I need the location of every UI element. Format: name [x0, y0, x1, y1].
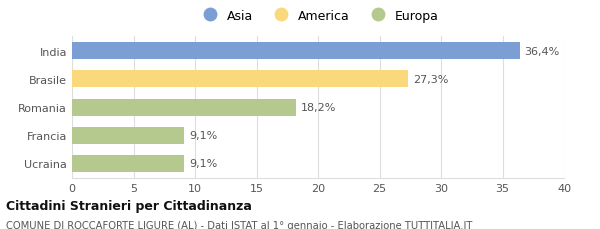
Text: 9,1%: 9,1%	[189, 159, 217, 169]
Bar	[72, 155, 184, 172]
Legend: Asia, America, Europa: Asia, America, Europa	[192, 5, 444, 27]
Bar	[72, 127, 184, 144]
Text: 9,1%: 9,1%	[189, 131, 217, 141]
Bar	[72, 43, 520, 60]
Text: COMUNE DI ROCCAFORTE LIGURE (AL) - Dati ISTAT al 1° gennaio - Elaborazione TUTTI: COMUNE DI ROCCAFORTE LIGURE (AL) - Dati …	[6, 220, 472, 229]
Text: Cittadini Stranieri per Cittadinanza: Cittadini Stranieri per Cittadinanza	[6, 199, 252, 212]
Text: 18,2%: 18,2%	[301, 103, 336, 113]
Bar	[72, 71, 408, 88]
Bar	[72, 99, 296, 116]
Text: 36,4%: 36,4%	[524, 46, 560, 57]
Text: 27,3%: 27,3%	[413, 75, 448, 85]
